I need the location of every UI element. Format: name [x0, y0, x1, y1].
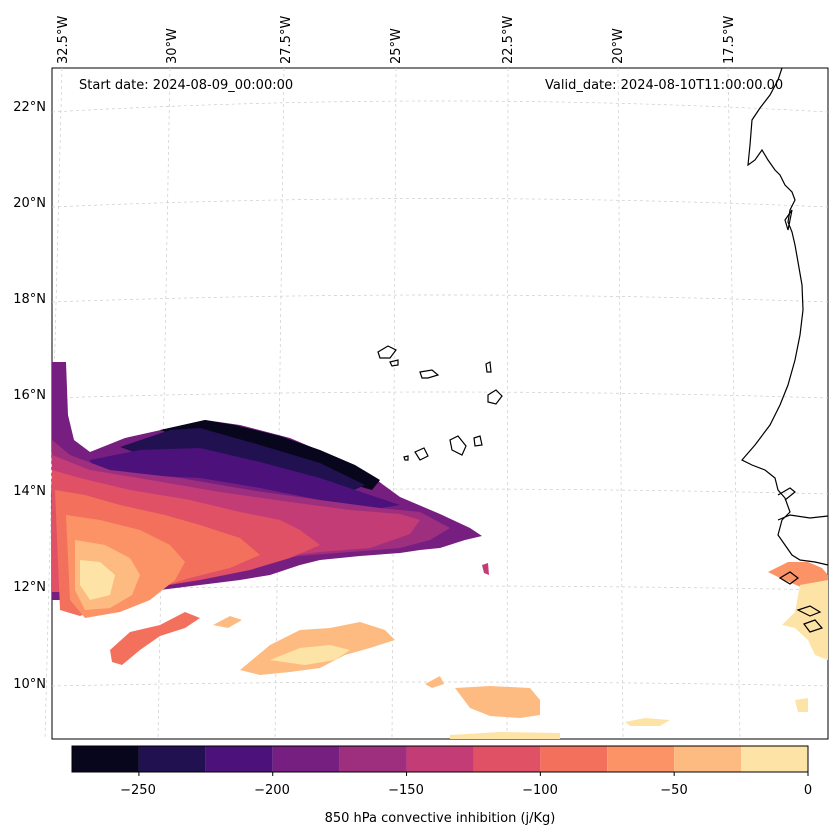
- lat-label: 18°N: [13, 292, 46, 307]
- cin-patch-south-9: [482, 563, 489, 575]
- lat-label: 16°N: [13, 388, 46, 403]
- colorbar-tick-label: 0: [804, 783, 812, 798]
- cin-patch-south-1: [110, 612, 200, 665]
- colorbar-segment: [741, 746, 808, 772]
- cin-patch-coast-2: [782, 580, 828, 660]
- cape-verde-islands-icon: [377, 345, 397, 359]
- lon-label: 22.5°W: [501, 16, 516, 64]
- cin-patch-south-4: [455, 686, 540, 718]
- colorbar-segment: [674, 746, 742, 772]
- colorbar-segment: [72, 746, 139, 772]
- colorbar-segment: [540, 746, 608, 772]
- colorbar-segment: [138, 746, 206, 772]
- colorbar-tick-label: −50: [660, 783, 687, 798]
- colorbar-tick-label: −200: [254, 783, 290, 798]
- colorbar-frame: [71, 745, 809, 773]
- lon-label: 20°W: [611, 28, 626, 64]
- lon-label: 17.5°W: [722, 16, 737, 64]
- colorbar-tick-label: −150: [388, 783, 424, 798]
- cin-band-violet: [90, 448, 400, 510]
- valid-date-label: Valid_date: 2024-08-10T11:00:00.00: [545, 78, 784, 93]
- cin-patch-south-5: [450, 732, 560, 739]
- cin-patch-south-3: [270, 645, 350, 665]
- colorbar-tick-label: −250: [120, 783, 156, 798]
- colorbar-tick-label: −100: [522, 783, 558, 798]
- colorbar-segment: [473, 746, 541, 772]
- colorbar-title: 850 hPa convective inhibition (j/Kg): [325, 811, 556, 826]
- lat-label: 20°N: [13, 196, 46, 211]
- lat-label: 14°N: [13, 484, 46, 499]
- colorbar-segment: [205, 746, 273, 772]
- cin-patch-south-7: [625, 718, 670, 726]
- lon-label: 27.5°W: [279, 16, 294, 64]
- colorbar-segment: [607, 746, 675, 772]
- lon-label: 25°W: [389, 28, 404, 64]
- coastlines: [377, 67, 829, 633]
- cin-band-pale: [80, 560, 115, 600]
- cin-patch-south-8: [213, 616, 242, 628]
- lat-label: 10°N: [13, 677, 46, 692]
- lon-label: 30°W: [165, 28, 180, 64]
- colorbar-segment: [272, 746, 340, 772]
- cin-patch-coast-3: [795, 698, 808, 712]
- lat-label: 12°N: [13, 580, 46, 595]
- cin-contours: [52, 362, 828, 739]
- lon-label: 32.5°W: [56, 16, 71, 64]
- lat-label: 22°N: [13, 100, 46, 115]
- colorbar: [71, 745, 809, 776]
- cin-patch-south-6: [425, 676, 444, 688]
- lat-labels: 22°N 20°N 18°N 16°N 14°N 12°N 10°N: [13, 100, 46, 692]
- lon-labels: 32.5°W 30°W 27.5°W 25°W 22.5°W 20°W 17.5…: [56, 16, 737, 64]
- map-frame: [51, 67, 829, 740]
- start-date-label: Start date: 2024-08-09_00:00:00: [79, 78, 294, 93]
- africa-coastline-icon: [741, 67, 829, 566]
- colorbar-segment: [406, 746, 474, 772]
- colorbar-ticks: −250 −200 −150 −100 −50 0: [120, 783, 812, 798]
- colorbar-segment: [339, 746, 407, 772]
